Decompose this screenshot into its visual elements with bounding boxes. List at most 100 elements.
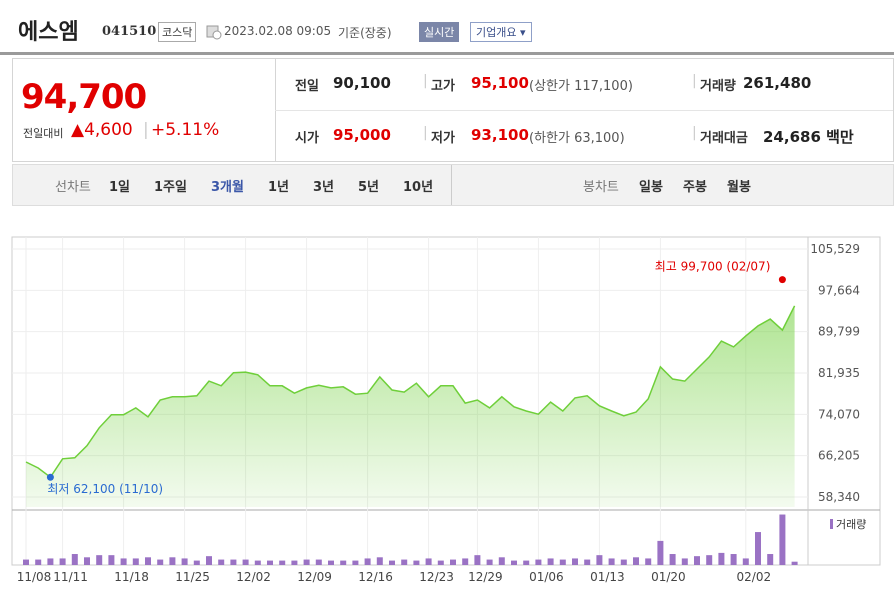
x-tick-label: 12/02	[236, 570, 271, 584]
x-tick-label: 11/11	[53, 570, 88, 584]
volume-bar	[425, 558, 432, 565]
y-tick-label: 74,070	[818, 407, 860, 421]
y-tick-label: 105,529	[810, 242, 860, 256]
volume-bar	[401, 559, 408, 565]
volume-bar	[413, 560, 420, 565]
y-tick-label: 81,935	[818, 366, 860, 380]
volume-bar	[620, 559, 627, 565]
header: 에스엠 041510 코스닥 2023.02.08 09:05 기준(장중) 실…	[0, 0, 894, 55]
change-rate: +5.11%	[151, 120, 220, 140]
volume-bar	[535, 559, 542, 565]
stat-label: 고가	[431, 79, 455, 94]
volume-bar	[340, 560, 347, 565]
volume-bar	[498, 557, 505, 565]
volume-bar	[242, 559, 249, 565]
x-tick-label: 12/23	[419, 570, 454, 584]
period-tab[interactable]: 1일	[109, 180, 131, 195]
volume-bar	[132, 558, 139, 565]
volume-bar	[669, 554, 676, 565]
volume-bar	[462, 558, 469, 565]
volume-bar	[523, 560, 530, 565]
company-button[interactable]: 기업개요 ▾	[470, 22, 532, 42]
volume-bar	[645, 558, 652, 565]
divider: |	[423, 73, 428, 89]
x-tick-label: 01/20	[651, 570, 686, 584]
volume-bar	[157, 559, 164, 565]
stat-label: 저가	[431, 131, 455, 146]
volume-bar	[657, 540, 664, 565]
volume-bar	[169, 557, 176, 565]
volume-bar	[364, 558, 371, 565]
y-tick-label: 66,205	[818, 449, 860, 463]
volume-bar	[718, 552, 725, 565]
divider-line	[275, 110, 893, 111]
volume-bar	[59, 558, 66, 565]
candle-tab[interactable]: 일봉	[639, 180, 663, 195]
volume-bar	[559, 559, 566, 565]
stat-label: 시가	[295, 131, 319, 146]
volume-bar	[291, 560, 298, 565]
current-price: 94,700	[21, 77, 147, 117]
x-tick-label: 12/09	[297, 570, 332, 584]
volume-bar	[450, 559, 456, 565]
candle-tab[interactable]: 주봉	[683, 180, 707, 195]
realtime-button[interactable]: 실시간	[419, 22, 460, 42]
stat-value: 93,100	[471, 126, 529, 144]
x-tick-label: 02/02	[737, 570, 772, 584]
x-tick-label: 01/13	[590, 570, 625, 584]
y-tick-label: 97,664	[818, 283, 860, 297]
volume-bar	[767, 554, 774, 565]
basis: 기준(장중)	[338, 26, 392, 40]
divider: |	[692, 73, 697, 89]
annotation-dot	[46, 473, 54, 481]
volume-bar	[267, 560, 273, 565]
line-chart-label: 선차트	[55, 180, 91, 195]
volume-bar	[193, 560, 200, 565]
volume-bar	[474, 555, 481, 565]
x-tick-label: 11/18	[114, 570, 149, 584]
period-tab[interactable]: 5년	[358, 180, 380, 195]
volume-bar	[376, 557, 383, 565]
divider: |	[692, 125, 697, 141]
x-tick-label: 01/06	[529, 570, 564, 584]
stat-note: (상한가 117,100)	[529, 79, 633, 94]
stat-label: 거래량	[700, 79, 736, 94]
volume-bar	[218, 559, 225, 565]
volume-bar	[145, 557, 151, 565]
candle-tab[interactable]: 월봉	[727, 180, 751, 195]
volume-bar	[206, 556, 212, 565]
volume-bar	[108, 555, 115, 565]
divider-line	[451, 165, 452, 205]
period-tab[interactable]: 3개월	[211, 180, 244, 195]
volume-bar	[730, 554, 737, 565]
volume-bar	[486, 559, 493, 565]
period-tab[interactable]: 3년	[313, 180, 335, 195]
volume-bar	[303, 559, 310, 565]
volume-bar	[572, 558, 578, 565]
stat-value: 95,100	[471, 74, 529, 92]
volume-bar	[755, 532, 761, 565]
period-tab[interactable]: 1주일	[154, 180, 187, 195]
volume-bar	[706, 555, 713, 565]
volume-bar	[23, 559, 29, 565]
volume-bar	[47, 558, 54, 565]
annotation-label: 최저 62,100 (11/10)	[47, 482, 163, 496]
y-tick-label: 89,799	[818, 325, 860, 339]
x-tick-label: 11/08	[17, 570, 52, 584]
volume-bar	[437, 560, 444, 565]
volume-bar	[181, 558, 188, 565]
legend-label: 거래량	[836, 518, 866, 531]
volume-bar	[352, 560, 359, 565]
company-button-label: 기업개요	[476, 26, 517, 39]
period-tab[interactable]: 1년	[268, 180, 290, 195]
period-tab[interactable]: 10년	[403, 180, 434, 195]
volume-bar	[254, 560, 261, 565]
volume-bar	[389, 560, 395, 565]
volume-bar	[608, 558, 615, 565]
volume-bar	[84, 557, 90, 565]
volume-bar	[633, 557, 639, 565]
stat-value: 95,000	[333, 126, 391, 144]
stat-value: 90,100	[333, 74, 391, 92]
